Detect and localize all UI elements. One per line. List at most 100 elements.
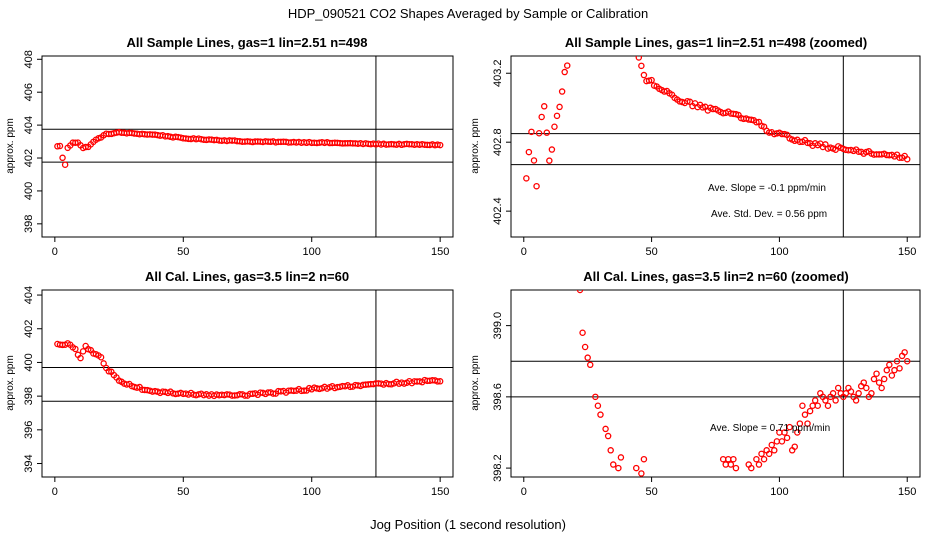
y-tick-label: 400: [23, 353, 35, 371]
data-point: [434, 378, 441, 385]
data-point: [551, 123, 558, 131]
data-point: [56, 142, 64, 150]
data-point: [868, 390, 875, 397]
data-point: [791, 443, 798, 450]
x-tick-label: 150: [431, 246, 449, 258]
data-point: [732, 464, 740, 472]
data-point: [556, 103, 563, 111]
data-points: [523, 56, 911, 190]
data-point: [269, 390, 277, 397]
panel-cal-lines: All Cal. Lines, gas=3.5 lin=2 n=60 appro…: [5, 269, 454, 498]
data-point: [548, 146, 556, 153]
data-point: [558, 88, 566, 95]
panel-title: All Cal. Lines, gas=3.5 lin=2 n=60 (zoom…: [583, 269, 849, 284]
data-point: [903, 155, 911, 163]
data-point: [576, 290, 584, 294]
data-point: [79, 348, 87, 355]
data-point: [546, 157, 553, 164]
data-point: [538, 113, 545, 121]
x-tick-label: 150: [898, 246, 916, 258]
data-point: [755, 461, 763, 468]
reference-lines: [511, 290, 920, 477]
y-tick-label: 399.0: [492, 312, 504, 340]
y-tick-label: 406: [23, 83, 35, 101]
data-point: [824, 402, 832, 410]
data-point: [896, 365, 903, 372]
data-point: [781, 429, 788, 436]
data-point: [860, 379, 868, 386]
data-point: [799, 402, 806, 410]
data-point: [597, 411, 604, 418]
y-tick-label: 402.8: [492, 128, 504, 156]
data-point: [773, 438, 781, 445]
data-point: [852, 397, 860, 404]
data-point: [61, 161, 69, 168]
data-point: [72, 345, 79, 353]
data-point: [748, 116, 755, 124]
data-point: [635, 56, 643, 61]
data-point: [77, 354, 84, 362]
x-tick-label: 100: [770, 486, 788, 498]
data-point: [722, 461, 729, 468]
x-tick-label: 0: [52, 246, 58, 258]
y-tick-label: 398: [23, 215, 35, 233]
data-point: [870, 375, 878, 383]
data-point: [863, 384, 870, 392]
data-point: [847, 388, 855, 395]
y-tick-label: 394: [23, 454, 35, 472]
data-point: [633, 464, 640, 472]
annotation-slope: Ave. Slope = -0.1 ppm/min: [708, 183, 826, 194]
data-point: [133, 384, 141, 391]
data-point: [855, 390, 862, 397]
data-point: [760, 455, 768, 463]
y-tick-label: 404: [23, 286, 35, 304]
data-point: [563, 62, 571, 69]
axis-ticks: 0 50 100 150 398 400 402 404 406 408: [23, 50, 449, 258]
data-point: [54, 143, 61, 150]
y-axis-label: approx. ppm: [470, 355, 481, 411]
data-point: [579, 329, 586, 336]
data-point: [880, 375, 888, 383]
data-point: [811, 397, 819, 404]
x-tick-label: 50: [177, 486, 189, 498]
data-point: [753, 455, 760, 463]
axis-ticks: 0 50 100 150 398.2 398.6 399.0: [492, 312, 916, 498]
x-tick-label: 0: [521, 246, 527, 258]
data-points: [576, 290, 911, 477]
data-point: [540, 103, 548, 110]
data-point: [829, 390, 837, 397]
x-tick-label: 50: [645, 486, 657, 498]
data-point: [592, 393, 599, 401]
annotation-slope: Ave. Slope = 0.71 ppm/min: [710, 423, 830, 434]
data-point: [801, 411, 809, 418]
data-point: [100, 360, 107, 367]
data-point: [97, 353, 105, 361]
data-point: [684, 97, 691, 105]
data-point: [888, 372, 896, 379]
y-tick-label: 403.2: [492, 59, 504, 87]
data-point: [748, 464, 755, 472]
data-point: [883, 366, 891, 374]
data-point: [530, 157, 538, 164]
data-point: [615, 464, 622, 472]
plot-frame: [41, 55, 454, 238]
data-point: [814, 402, 822, 410]
data-point: [725, 455, 732, 463]
axis-ticks: 0 50 100 150 394 396 398 400 402 404: [23, 286, 449, 498]
data-point: [768, 441, 775, 449]
x-tick-label: 50: [645, 246, 657, 258]
data-point: [553, 112, 561, 120]
data-point: [901, 349, 908, 356]
data-point: [528, 128, 535, 136]
data-point: [617, 454, 625, 461]
x-tick-label: 100: [770, 246, 788, 258]
y-tick-label: 402: [23, 320, 35, 338]
data-point: [436, 378, 444, 385]
x-tick-label: 0: [52, 486, 58, 498]
y-tick-label: 408: [23, 50, 35, 68]
figure-xlabel: Jog Position (1 second resolution): [370, 517, 566, 532]
y-tick-label: 404: [23, 116, 35, 134]
data-point: [543, 129, 551, 136]
panel-cal-lines-zoomed: All Cal. Lines, gas=3.5 lin=2 n=60 (zoom…: [470, 269, 921, 498]
data-point: [804, 420, 811, 427]
